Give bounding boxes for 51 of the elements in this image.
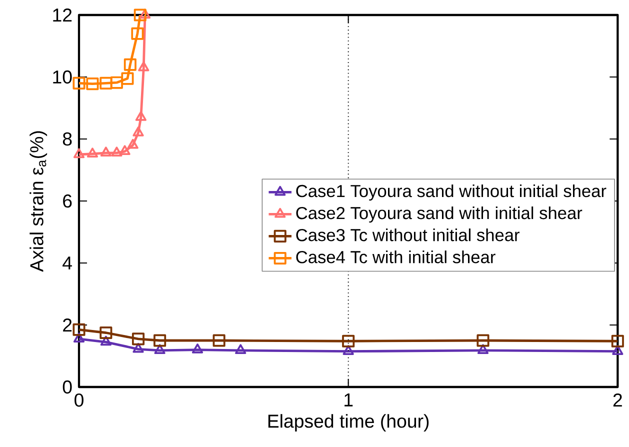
y-tick-label: 4 <box>62 256 72 270</box>
x-axis-title: Elapsed time (hour) <box>268 414 429 432</box>
y-axis-title: Axial strain ε$_{a}$(%) <box>30 131 48 272</box>
point <box>86 148 98 158</box>
y-tick-label: 2 <box>63 318 72 332</box>
point <box>154 344 166 354</box>
point <box>612 345 624 355</box>
point <box>476 334 490 347</box>
point <box>342 334 355 348</box>
point <box>131 27 144 40</box>
point <box>73 148 85 158</box>
point <box>139 8 151 19</box>
legend-label: Case3 Tc without initial shear <box>296 228 520 242</box>
legend-label: Case2 Toyoura sand with initial shear <box>296 206 582 223</box>
point <box>132 332 145 346</box>
legend-label: Case1 Toyoura sand without initial shear <box>296 184 606 201</box>
point <box>212 334 226 347</box>
point <box>477 344 489 354</box>
point <box>111 146 122 157</box>
y-tick-label: 0 <box>62 380 72 394</box>
point <box>100 336 112 346</box>
point <box>100 326 112 340</box>
point <box>127 138 138 149</box>
point <box>100 146 112 157</box>
point <box>86 78 99 90</box>
point <box>235 344 246 354</box>
y-tick-label: 6 <box>63 194 72 208</box>
point <box>135 111 146 121</box>
y-tick-label: 12 <box>53 8 72 22</box>
point <box>192 344 204 354</box>
y-tick-label: 8 <box>62 132 72 146</box>
point <box>611 334 624 348</box>
point <box>73 332 85 343</box>
x-tick-label: 0 <box>74 393 84 407</box>
point <box>132 126 144 136</box>
point <box>154 334 166 347</box>
point <box>100 76 112 90</box>
point <box>132 342 144 353</box>
point <box>110 76 123 89</box>
point <box>72 323 86 336</box>
point <box>342 345 354 355</box>
x-tick-label: 2 <box>613 393 622 407</box>
point <box>138 61 150 72</box>
point <box>119 145 130 155</box>
point <box>121 72 134 85</box>
point <box>124 58 136 71</box>
point <box>134 8 146 22</box>
legend-label: Case4 Tc with initial shear <box>296 250 496 264</box>
y-tick-label: 10 <box>53 70 72 84</box>
x-tick-label: 1 <box>344 393 353 406</box>
point <box>72 76 86 90</box>
